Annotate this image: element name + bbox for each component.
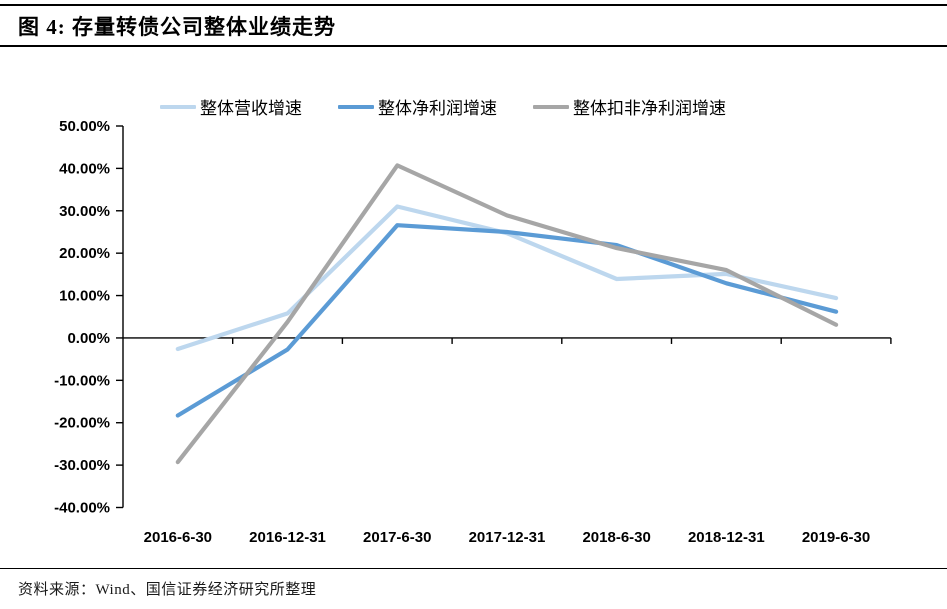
title-rule [0,45,947,47]
chart-legend: 整体营收增速 整体净利润增速 整体扣非净利润增速 [160,94,726,119]
y-tick-label: 40.00% [59,160,110,177]
x-tick-label: 2017-6-30 [363,529,431,546]
y-tick-label: -30.00% [54,457,110,474]
y-tick-label: -40.00% [54,500,110,517]
x-tick-label: 2018-12-31 [688,529,765,546]
legend-item-net-profit-growth: 整体净利润增速 [338,94,497,119]
figure-title: 图 4: 存量转债公司整体业绩走势 [18,15,336,39]
y-tick-label: 10.00% [59,288,110,305]
top-rule [0,4,947,6]
legend-item-revenue-growth: 整体营收增速 [160,94,302,119]
x-tick-label: 2016-12-31 [249,529,326,546]
legend-item-deducted-net-profit-growth: 整体扣非净利润增速 [533,94,726,119]
x-tick-label: 2016-6-30 [144,529,212,546]
footer-rule [0,568,947,569]
y-tick-label: -10.00% [54,372,110,389]
x-tick-label: 2018-6-30 [582,529,650,546]
y-tick-label: 50.00% [59,118,110,135]
legend-line-swatch [533,104,569,109]
y-tick-label: 30.00% [59,203,110,220]
legend-label: 整体营收增速 [200,99,302,118]
x-tick-label: 2019-6-30 [802,529,870,546]
source-note: 资料来源：Wind、国信证券经济研究所整理 [18,582,317,598]
x-tick-label: 2017-12-31 [469,529,546,546]
y-tick-label: -20.00% [54,415,110,432]
y-tick-label: 0.00% [67,330,110,347]
y-tick-label: 20.00% [59,245,110,262]
legend-line-swatch [160,104,196,109]
legend-label: 整体净利润增速 [378,99,497,118]
series-line-2 [175,163,839,465]
legend-label: 整体扣非净利润增速 [573,99,726,118]
series-line-1 [175,223,839,418]
legend-line-swatch [338,104,374,109]
